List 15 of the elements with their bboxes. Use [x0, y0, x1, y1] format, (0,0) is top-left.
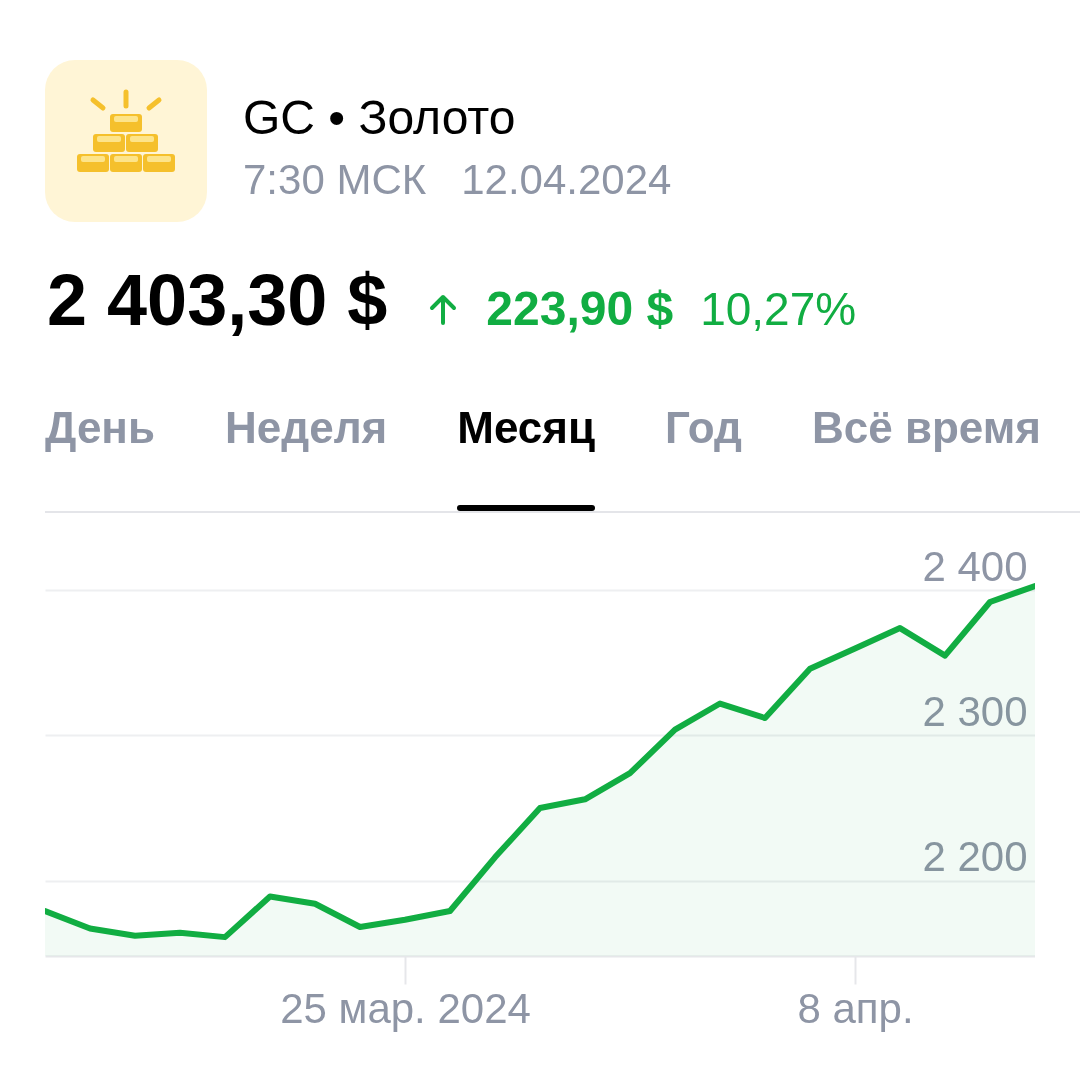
text: Неделя: [224, 403, 388, 452]
text: День: [45, 403, 155, 452]
text: 2 403,30 $: [47, 260, 388, 340]
text: Всё время: [812, 403, 1041, 452]
chart-subtitle: 7:30 МСК 12.04.2024: [243, 156, 672, 203]
y-tick-label: 2 200: [922, 833, 1028, 881]
text: Год: [665, 403, 742, 452]
x-tick-label: 25 мар. 2024: [280, 984, 531, 1032]
text: Месяц: [457, 403, 596, 452]
text: 223,90 $: [486, 282, 674, 335]
text: 10,27%: [700, 283, 857, 335]
y-tick-label: 2 300: [922, 687, 1028, 735]
chart-title: GC • Золото: [243, 91, 516, 144]
x-tick-label: 8 апр.: [797, 984, 914, 1032]
y-tick-label: 2 400: [922, 542, 1028, 590]
